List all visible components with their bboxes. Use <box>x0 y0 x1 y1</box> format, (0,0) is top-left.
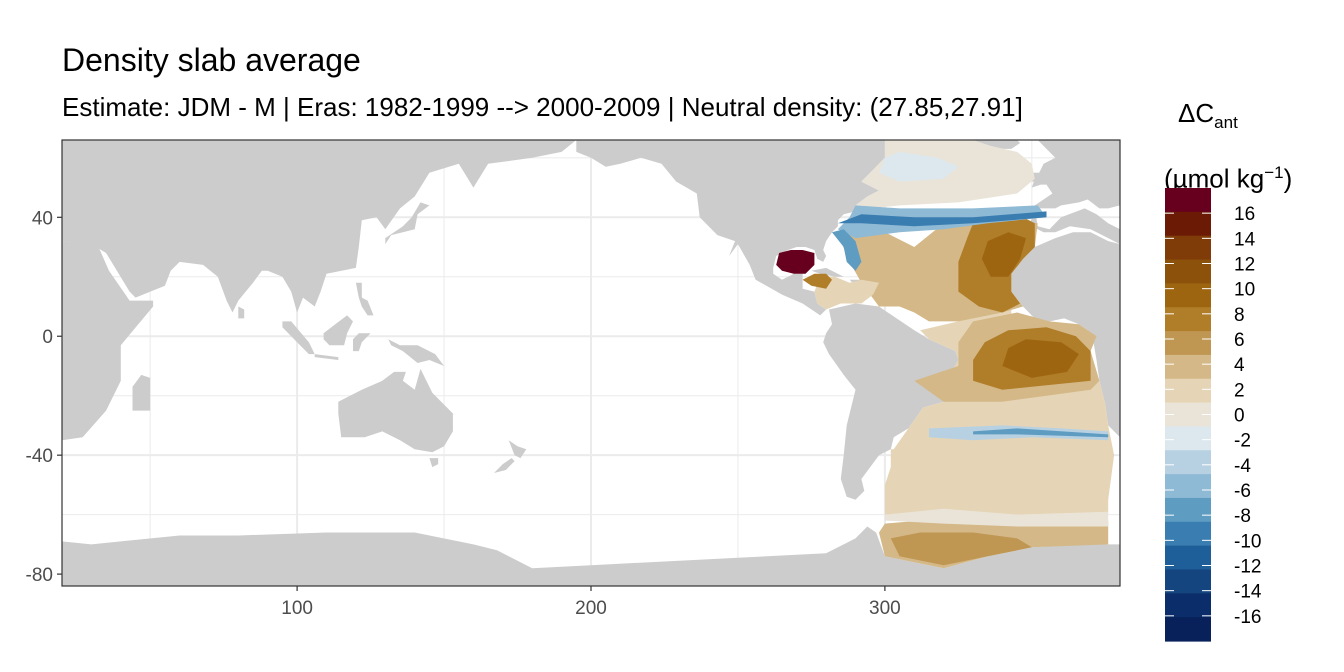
colorbar-label: 14 <box>1234 229 1256 250</box>
land-japan <box>385 202 430 245</box>
land-philippines <box>355 282 374 316</box>
colorbar-label: -12 <box>1234 557 1261 578</box>
land-tasmania <box>429 458 439 468</box>
x-tick-label: 300 <box>869 598 901 619</box>
field-south-atlantic-base <box>884 306 1115 515</box>
colorbar-label: -2 <box>1234 431 1251 452</box>
land-south-america <box>823 303 959 500</box>
colorbar-label: 4 <box>1234 355 1245 376</box>
field-gulf-of-mexico-core <box>776 250 815 274</box>
colorbar-swatch <box>1165 188 1211 213</box>
land-sri-lanka <box>238 306 245 319</box>
colorbar-label: -6 <box>1234 481 1251 502</box>
colorbar-swatch <box>1165 521 1211 547</box>
colorbar-swatch <box>1165 354 1211 380</box>
colorbar: 16 14 12 10 8 6 4 2 0 -2 -4 -6 -8 -10 -12 -14 -16 <box>1165 188 1262 642</box>
colorbar-swatch <box>1165 235 1211 261</box>
field-weddell-inner <box>890 532 1032 566</box>
colorbar-swatch <box>1165 426 1211 451</box>
colorbar-label: 8 <box>1234 305 1245 326</box>
y-tick-label: 40 <box>32 208 53 229</box>
legend-title: ΔCant (µmol kg−1) <box>1164 88 1324 204</box>
field-gulf-stream-coastal <box>832 229 862 271</box>
land-borneo <box>323 315 353 346</box>
colorbar-swatch <box>1165 617 1211 642</box>
colorbar-swatch <box>1165 569 1211 594</box>
chart-title: Density slab average <box>62 42 361 78</box>
land-ireland <box>1031 172 1044 182</box>
field-north-atlantic-center <box>981 232 1026 277</box>
colorbar-swatch <box>1165 211 1211 237</box>
colorbar-label: -4 <box>1234 456 1251 477</box>
colorbar-label: -10 <box>1234 531 1261 552</box>
field-southern-streaks <box>884 508 1109 527</box>
field-caribbean <box>814 276 879 310</box>
chart-subtitle: Estimate: JDM - M | Eras: 1982-1999 --> … <box>62 92 1023 122</box>
field-subantarctic-core <box>973 428 1109 438</box>
colorbar-swatch <box>1165 283 1211 308</box>
y-tick-label: -80 <box>26 565 53 586</box>
land-australia <box>338 368 453 453</box>
legend-title-unit: (µmol kg−1) <box>1164 163 1293 194</box>
field-gulf-of-mexico-edge <box>802 273 832 289</box>
land-north-america <box>576 140 885 316</box>
colorbar-label: 12 <box>1234 255 1255 276</box>
land-nz-north <box>508 440 527 459</box>
land-java <box>314 354 339 360</box>
colorbar-swatch <box>1165 331 1211 356</box>
land-sulawesi <box>353 333 371 352</box>
colorbar-swatch <box>1165 593 1211 618</box>
land-africa-east <box>62 241 154 441</box>
colorbar-label: -8 <box>1234 506 1251 527</box>
colorbar-label: 16 <box>1234 204 1255 225</box>
x-tick-label: 100 <box>281 598 313 619</box>
colorbar-label: -14 <box>1234 582 1262 603</box>
land-madagascar <box>132 374 151 411</box>
y-tick-label: -40 <box>26 446 53 467</box>
land-sumatra <box>282 321 315 355</box>
land-africa-west <box>1011 232 1120 438</box>
legend-title-symbol: ΔCant <box>1178 98 1238 133</box>
land-cuba <box>811 267 844 277</box>
colorbar-label: -16 <box>1234 607 1261 628</box>
y-tick-label: 0 <box>42 327 53 348</box>
land-new-guinea <box>388 339 445 366</box>
land-antarctica <box>62 526 1120 586</box>
field-gulf-stream-core <box>837 211 1047 227</box>
colorbar-swatch <box>1165 545 1211 571</box>
colorbar-swatch <box>1165 307 1211 332</box>
field-labrador <box>879 151 959 182</box>
land-uk <box>1031 163 1062 188</box>
colorbar-swatch <box>1165 378 1211 404</box>
colorbar-swatch <box>1165 450 1211 475</box>
land-iceland <box>990 140 1021 149</box>
land-eurasia <box>62 140 577 313</box>
land-layer <box>62 140 1120 586</box>
land-nz-south <box>494 458 515 473</box>
colorbar-label: 6 <box>1234 330 1245 351</box>
colorbar-label: 2 <box>1234 380 1245 401</box>
colorbar-swatch <box>1165 497 1211 523</box>
colorbar-label: 0 <box>1234 406 1245 427</box>
field-equatorial-center <box>1002 339 1079 378</box>
colorbar-label: 10 <box>1234 280 1255 301</box>
x-tick-label: 200 <box>575 598 607 619</box>
field-layer <box>776 140 1115 569</box>
colorbar-swatch <box>1165 474 1211 499</box>
